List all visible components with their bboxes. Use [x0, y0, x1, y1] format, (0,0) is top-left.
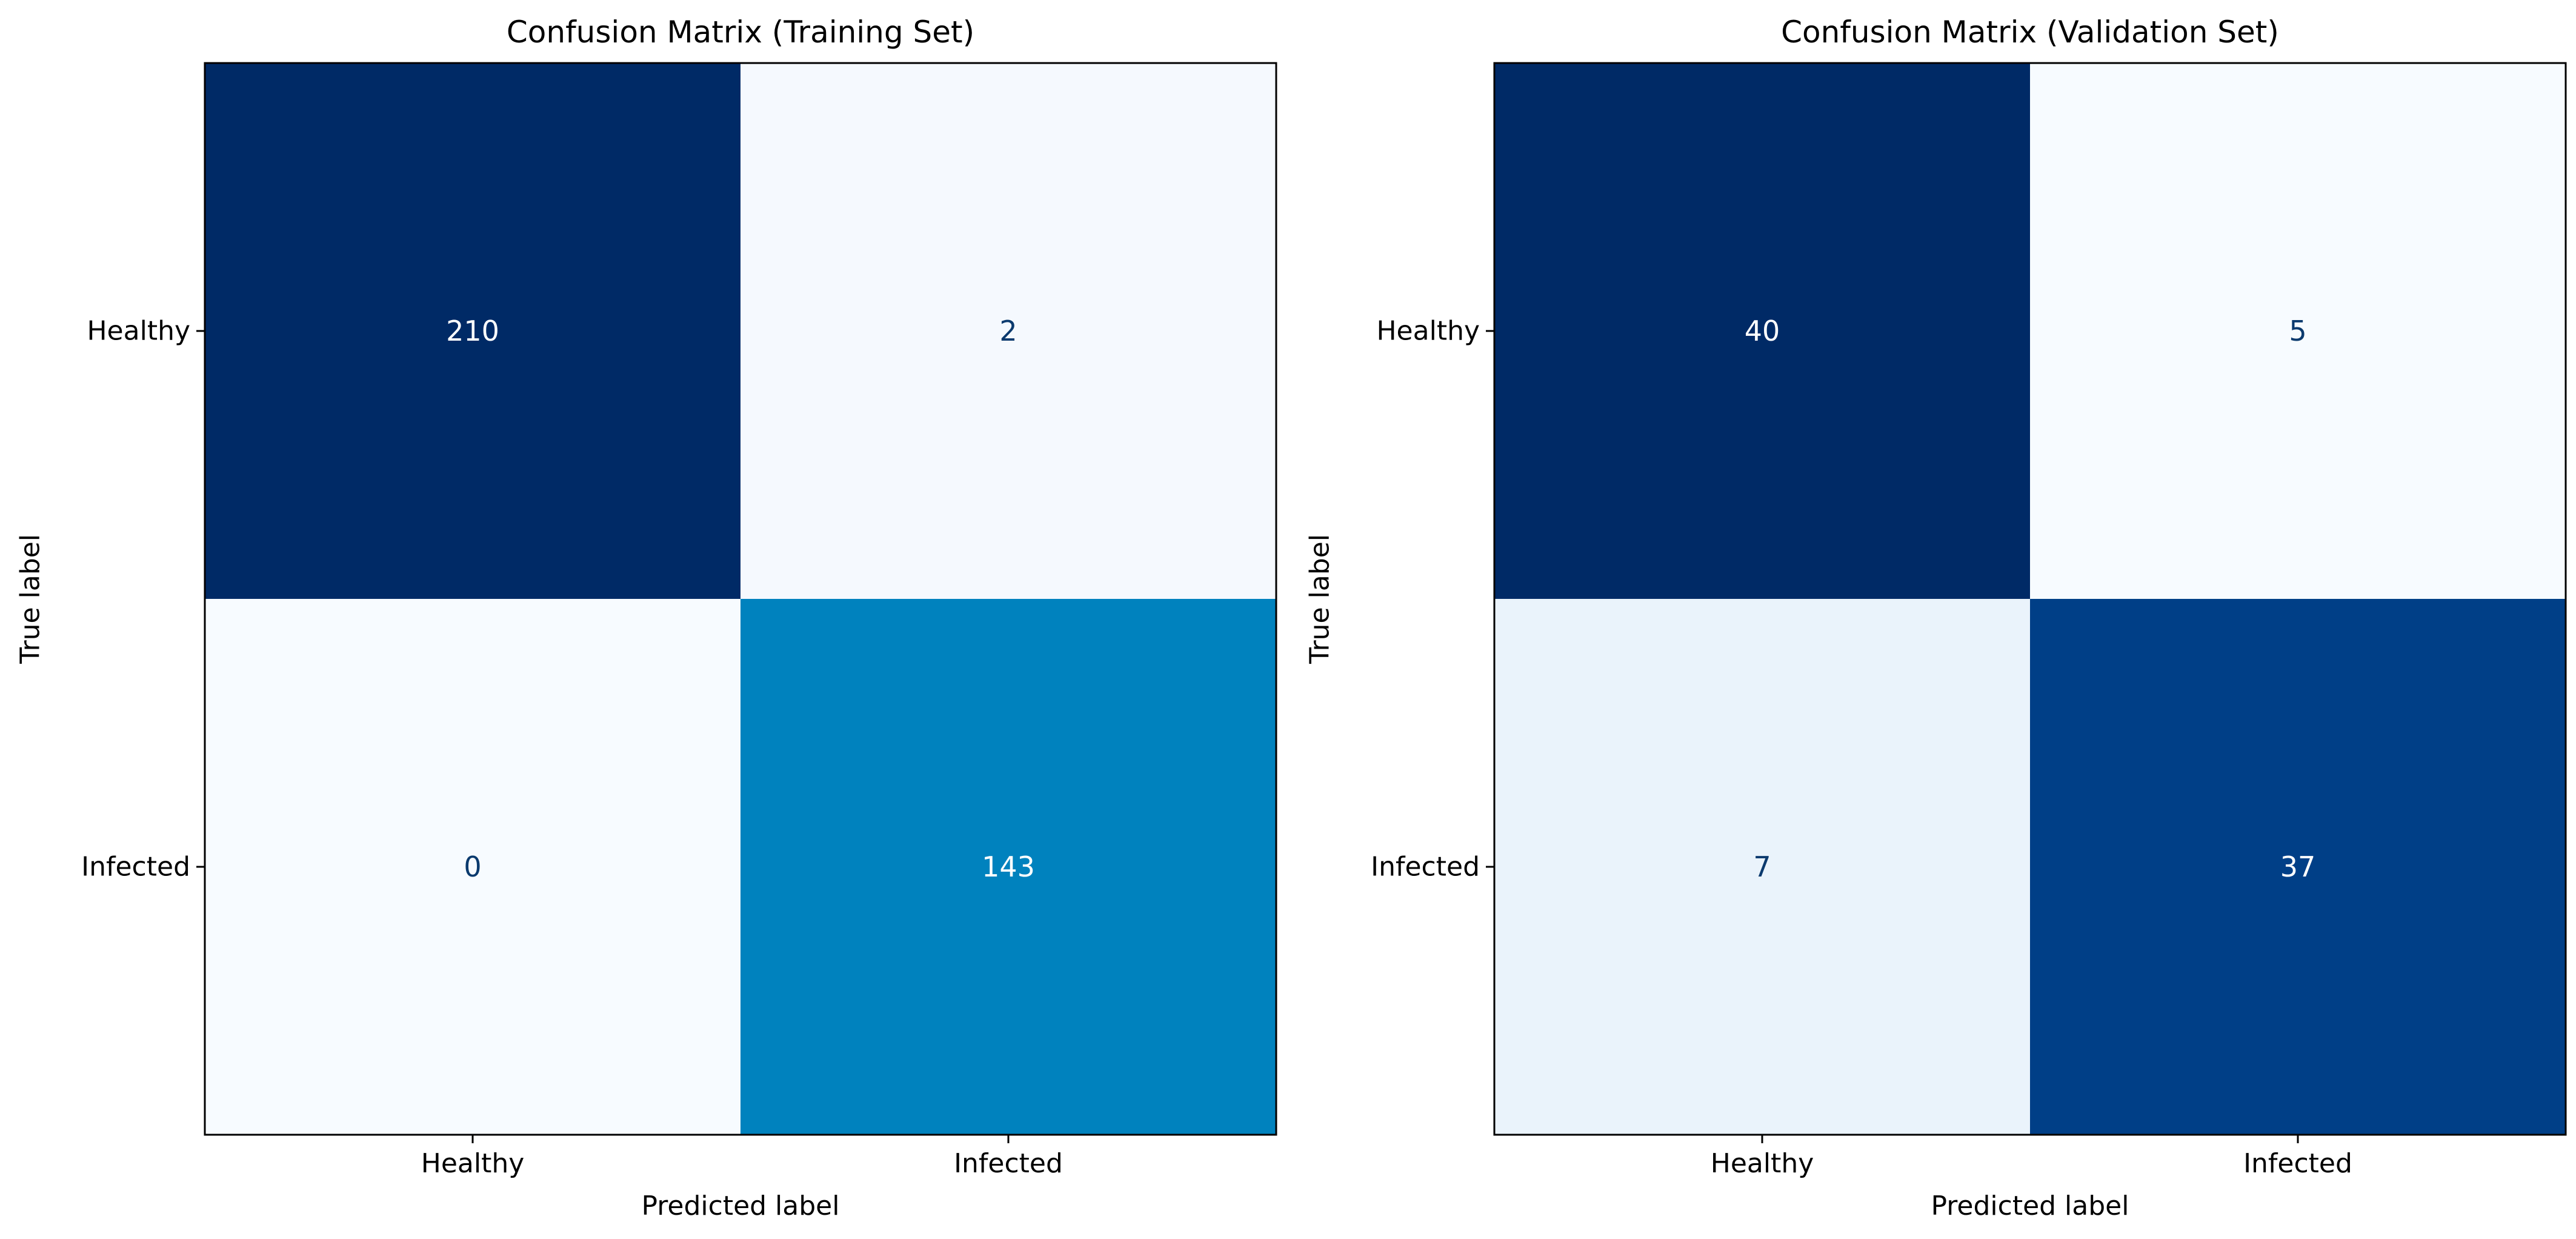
- validation-cell-healthy-healthy: [1494, 63, 2030, 599]
- training-cell-value-healthy-infected: 2: [999, 315, 1017, 347]
- training-y-tick-label-infected: Infected: [81, 852, 190, 883]
- validation-x-tick-label-healthy: Healthy: [1711, 1148, 1814, 1179]
- training-cell-value-infected-healthy: 0: [464, 850, 481, 883]
- validation-plot-frame: [1493, 62, 2567, 1136]
- training-plot-frame: [204, 62, 1277, 1136]
- validation-y-axis-label: True label: [1305, 534, 1336, 664]
- validation-x-axis-label: Predicted label: [1931, 1191, 2129, 1221]
- training-x-tick-label-infected: Infected: [954, 1148, 1063, 1179]
- training-y-tick-label-healthy: Healthy: [87, 316, 190, 347]
- validation-confusion-matrix: 40 5 7 37 Healthy Infected Healthy Infected Conf…: [1305, 15, 2567, 1221]
- training-cell-infected-infected: [741, 599, 1276, 1135]
- training-x-tick-label-healthy: Healthy: [421, 1148, 525, 1179]
- training-cell-value-healthy-healthy: 210: [446, 315, 499, 347]
- training-confusion-matrix: 210 2 0 143 Healthy Infected Healthy Infected Co…: [15, 15, 1277, 1221]
- validation-cell-value-healthy-healthy: 40: [1745, 315, 1780, 347]
- validation-x-tick-label-infected: Infected: [2243, 1148, 2352, 1179]
- validation-cell-value-infected-infected: 37: [2280, 850, 2316, 883]
- training-cell-value-infected-infected: 143: [982, 850, 1035, 883]
- training-cell-healthy-healthy: [205, 63, 741, 599]
- validation-cell-infected-healthy: [1494, 599, 2030, 1135]
- validation-cell-value-healthy-infected: 5: [2289, 315, 2306, 347]
- validation-cell-healthy-infected: [2030, 63, 2566, 599]
- validation-y-tick-label-infected: Infected: [1371, 852, 1480, 883]
- training-x-axis-label: Predicted label: [642, 1191, 840, 1221]
- training-y-axis-label: True label: [15, 534, 46, 664]
- validation-cell-infected-infected: [2030, 599, 2566, 1135]
- training-cell-infected-healthy: [205, 599, 741, 1135]
- training-chart-title: Confusion Matrix (Training Set): [507, 15, 974, 50]
- training-cell-healthy-infected: [741, 63, 1276, 599]
- validation-y-tick-label-healthy: Healthy: [1376, 316, 1480, 347]
- validation-chart-title: Confusion Matrix (Validation Set): [1781, 15, 2279, 50]
- validation-cell-value-infected-healthy: 7: [1753, 850, 1771, 883]
